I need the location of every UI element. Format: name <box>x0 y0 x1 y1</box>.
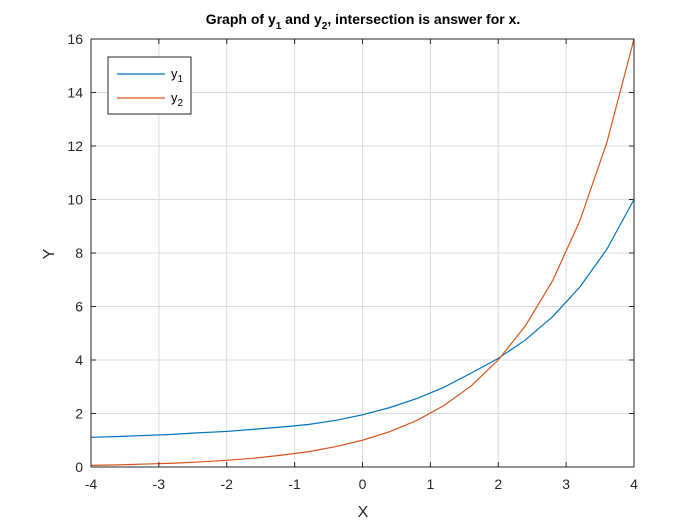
y-tick-label: 4 <box>75 352 83 368</box>
legend-label-y2-base: y <box>171 90 178 105</box>
y-tick-label: 14 <box>67 85 83 101</box>
y-tick-label: 2 <box>75 406 83 422</box>
y-axis-label: Y <box>41 248 58 259</box>
legend: y1 y2 <box>107 56 192 115</box>
y-tick-label: 8 <box>75 245 83 261</box>
legend-label-y1-base: y <box>171 66 178 81</box>
x-tick-label: 3 <box>562 476 570 492</box>
series-line-y2 <box>90 38 635 466</box>
title-part-3: , intersection is answer for x. <box>327 11 520 27</box>
y-tick-label: 6 <box>75 299 83 315</box>
x-tick-label: 2 <box>494 476 502 492</box>
legend-label-y2-sub: 2 <box>178 98 184 109</box>
y-tick-label: 16 <box>67 31 83 47</box>
x-tick-label: 1 <box>426 476 434 492</box>
x-tick-label: -1 <box>288 476 301 492</box>
y-tick-label: 12 <box>67 138 83 154</box>
legend-label-y1-sub: 1 <box>178 74 184 85</box>
x-axis-label: X <box>358 504 369 521</box>
series-line-y1 <box>90 199 635 438</box>
y-tick-label: 0 <box>75 459 83 475</box>
title-part-1: Graph of y <box>206 11 276 27</box>
y-tick-label: 10 <box>67 192 83 208</box>
title-sub-1: 1 <box>276 21 282 32</box>
chart-title: Graph of y1 and y2, intersection is answ… <box>206 11 521 32</box>
x-tick-label: -2 <box>221 476 234 492</box>
title-part-2: and y <box>281 11 322 27</box>
x-tick-label: 4 <box>630 476 638 492</box>
series-lines <box>90 38 635 466</box>
x-tick-label: 0 <box>359 476 367 492</box>
x-tick-label: -3 <box>153 476 166 492</box>
x-tick-label: -4 <box>85 476 98 492</box>
legend-label-y2: y2 <box>171 90 184 109</box>
legend-label-y1: y1 <box>171 66 184 85</box>
legend-box <box>107 56 192 115</box>
title-sub-2: 2 <box>322 21 328 32</box>
